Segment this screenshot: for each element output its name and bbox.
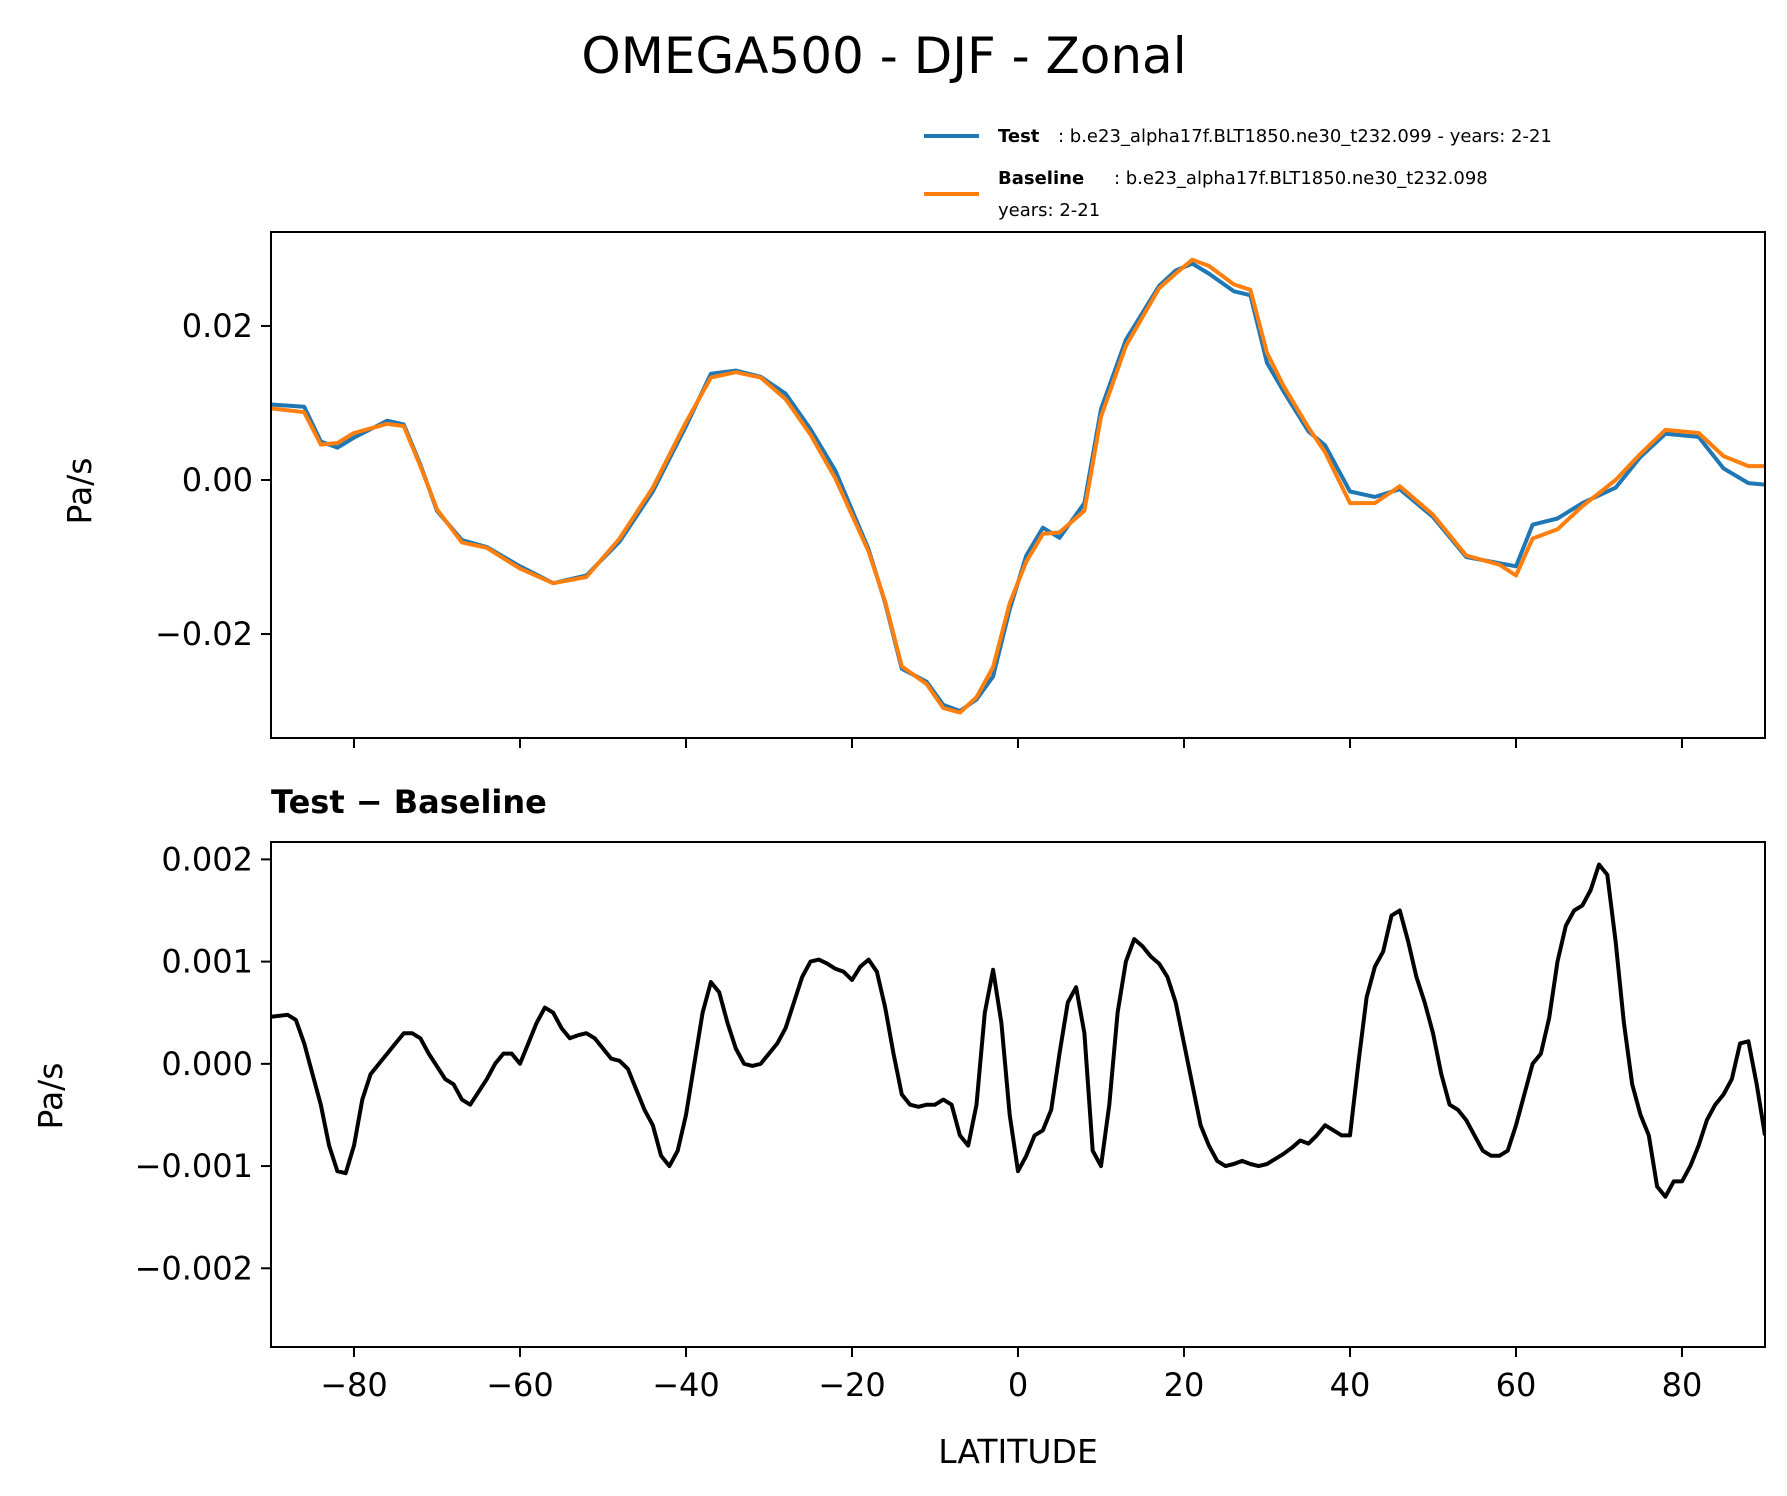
bottom-ytick-label: 0.000	[161, 1045, 253, 1083]
bottom-xtick-label: 20	[1164, 1366, 1205, 1404]
test-series-line	[271, 264, 1765, 711]
bottom-ytick-label: 0.001	[161, 943, 253, 981]
diff-series-line	[271, 865, 1765, 1197]
legend-test-text: : b.e23_alpha17f.BLT1850.ne30_t232.099 -…	[1058, 126, 1552, 147]
bottom-xtick-label: 40	[1330, 1366, 1371, 1404]
top-xticks	[354, 738, 1682, 748]
top-yticks: 0.02 0.00 −0.02	[155, 307, 271, 653]
top-ytick-label: 0.00	[182, 461, 253, 499]
legend-baseline-text: : b.e23_alpha17f.BLT1850.ne30_t232.098	[1114, 168, 1488, 189]
bottom-xtick-label: 60	[1496, 1366, 1537, 1404]
top-ylabel: Pa/s	[60, 458, 99, 525]
bottom-axes-frame	[271, 842, 1765, 1347]
bottom-ytick-label: −0.002	[135, 1249, 253, 1287]
baseline-series-line	[271, 260, 1765, 713]
bottom-ytick-label: 0.002	[161, 840, 253, 878]
bottom-xtick-label: 0	[1008, 1366, 1028, 1404]
legend: Test : b.e23_alpha17f.BLT1850.ne30_t232.…	[924, 126, 1552, 221]
chart-title: OMEGA500 - DJF - Zonal	[581, 27, 1186, 85]
bottom-yticks: 0.002 0.001 0.000 −0.001 −0.002	[135, 840, 271, 1287]
bottom-ytick-label: −0.001	[135, 1147, 253, 1185]
top-axes: 0.02 0.00 −0.02 Pa/s	[60, 232, 1765, 748]
bottom-axes: Test − Baseline 0.002 0.001 0.000 −0.001 −0.…	[31, 783, 1765, 1471]
legend-baseline-label: Baseline	[998, 168, 1084, 189]
legend-test-label: Test	[998, 126, 1040, 147]
bottom-xtick-label: −20	[818, 1366, 886, 1404]
bottom-xtick-label: −60	[486, 1366, 554, 1404]
top-axes-frame	[271, 232, 1765, 738]
top-ytick-label: −0.02	[155, 615, 253, 653]
bottom-series-group	[271, 865, 1765, 1197]
bottom-xtick-label: 80	[1662, 1366, 1703, 1404]
bottom-xticks: −80 −60 −40 −20 0 20 40 60 80	[320, 1347, 1702, 1404]
xlabel: LATITUDE	[938, 1432, 1098, 1471]
top-series-group	[271, 260, 1765, 713]
legend-baseline-text2: years: 2-21	[998, 200, 1100, 221]
bottom-xtick-label: −40	[652, 1366, 720, 1404]
bottom-ylabel: Pa/s	[31, 1063, 70, 1130]
top-ytick-label: 0.02	[182, 307, 253, 345]
diff-subtitle: Test − Baseline	[271, 783, 547, 821]
bottom-xtick-label: −80	[320, 1366, 388, 1404]
figure: OMEGA500 - DJF - Zonal Test : b.e23_alph…	[0, 0, 1787, 1496]
